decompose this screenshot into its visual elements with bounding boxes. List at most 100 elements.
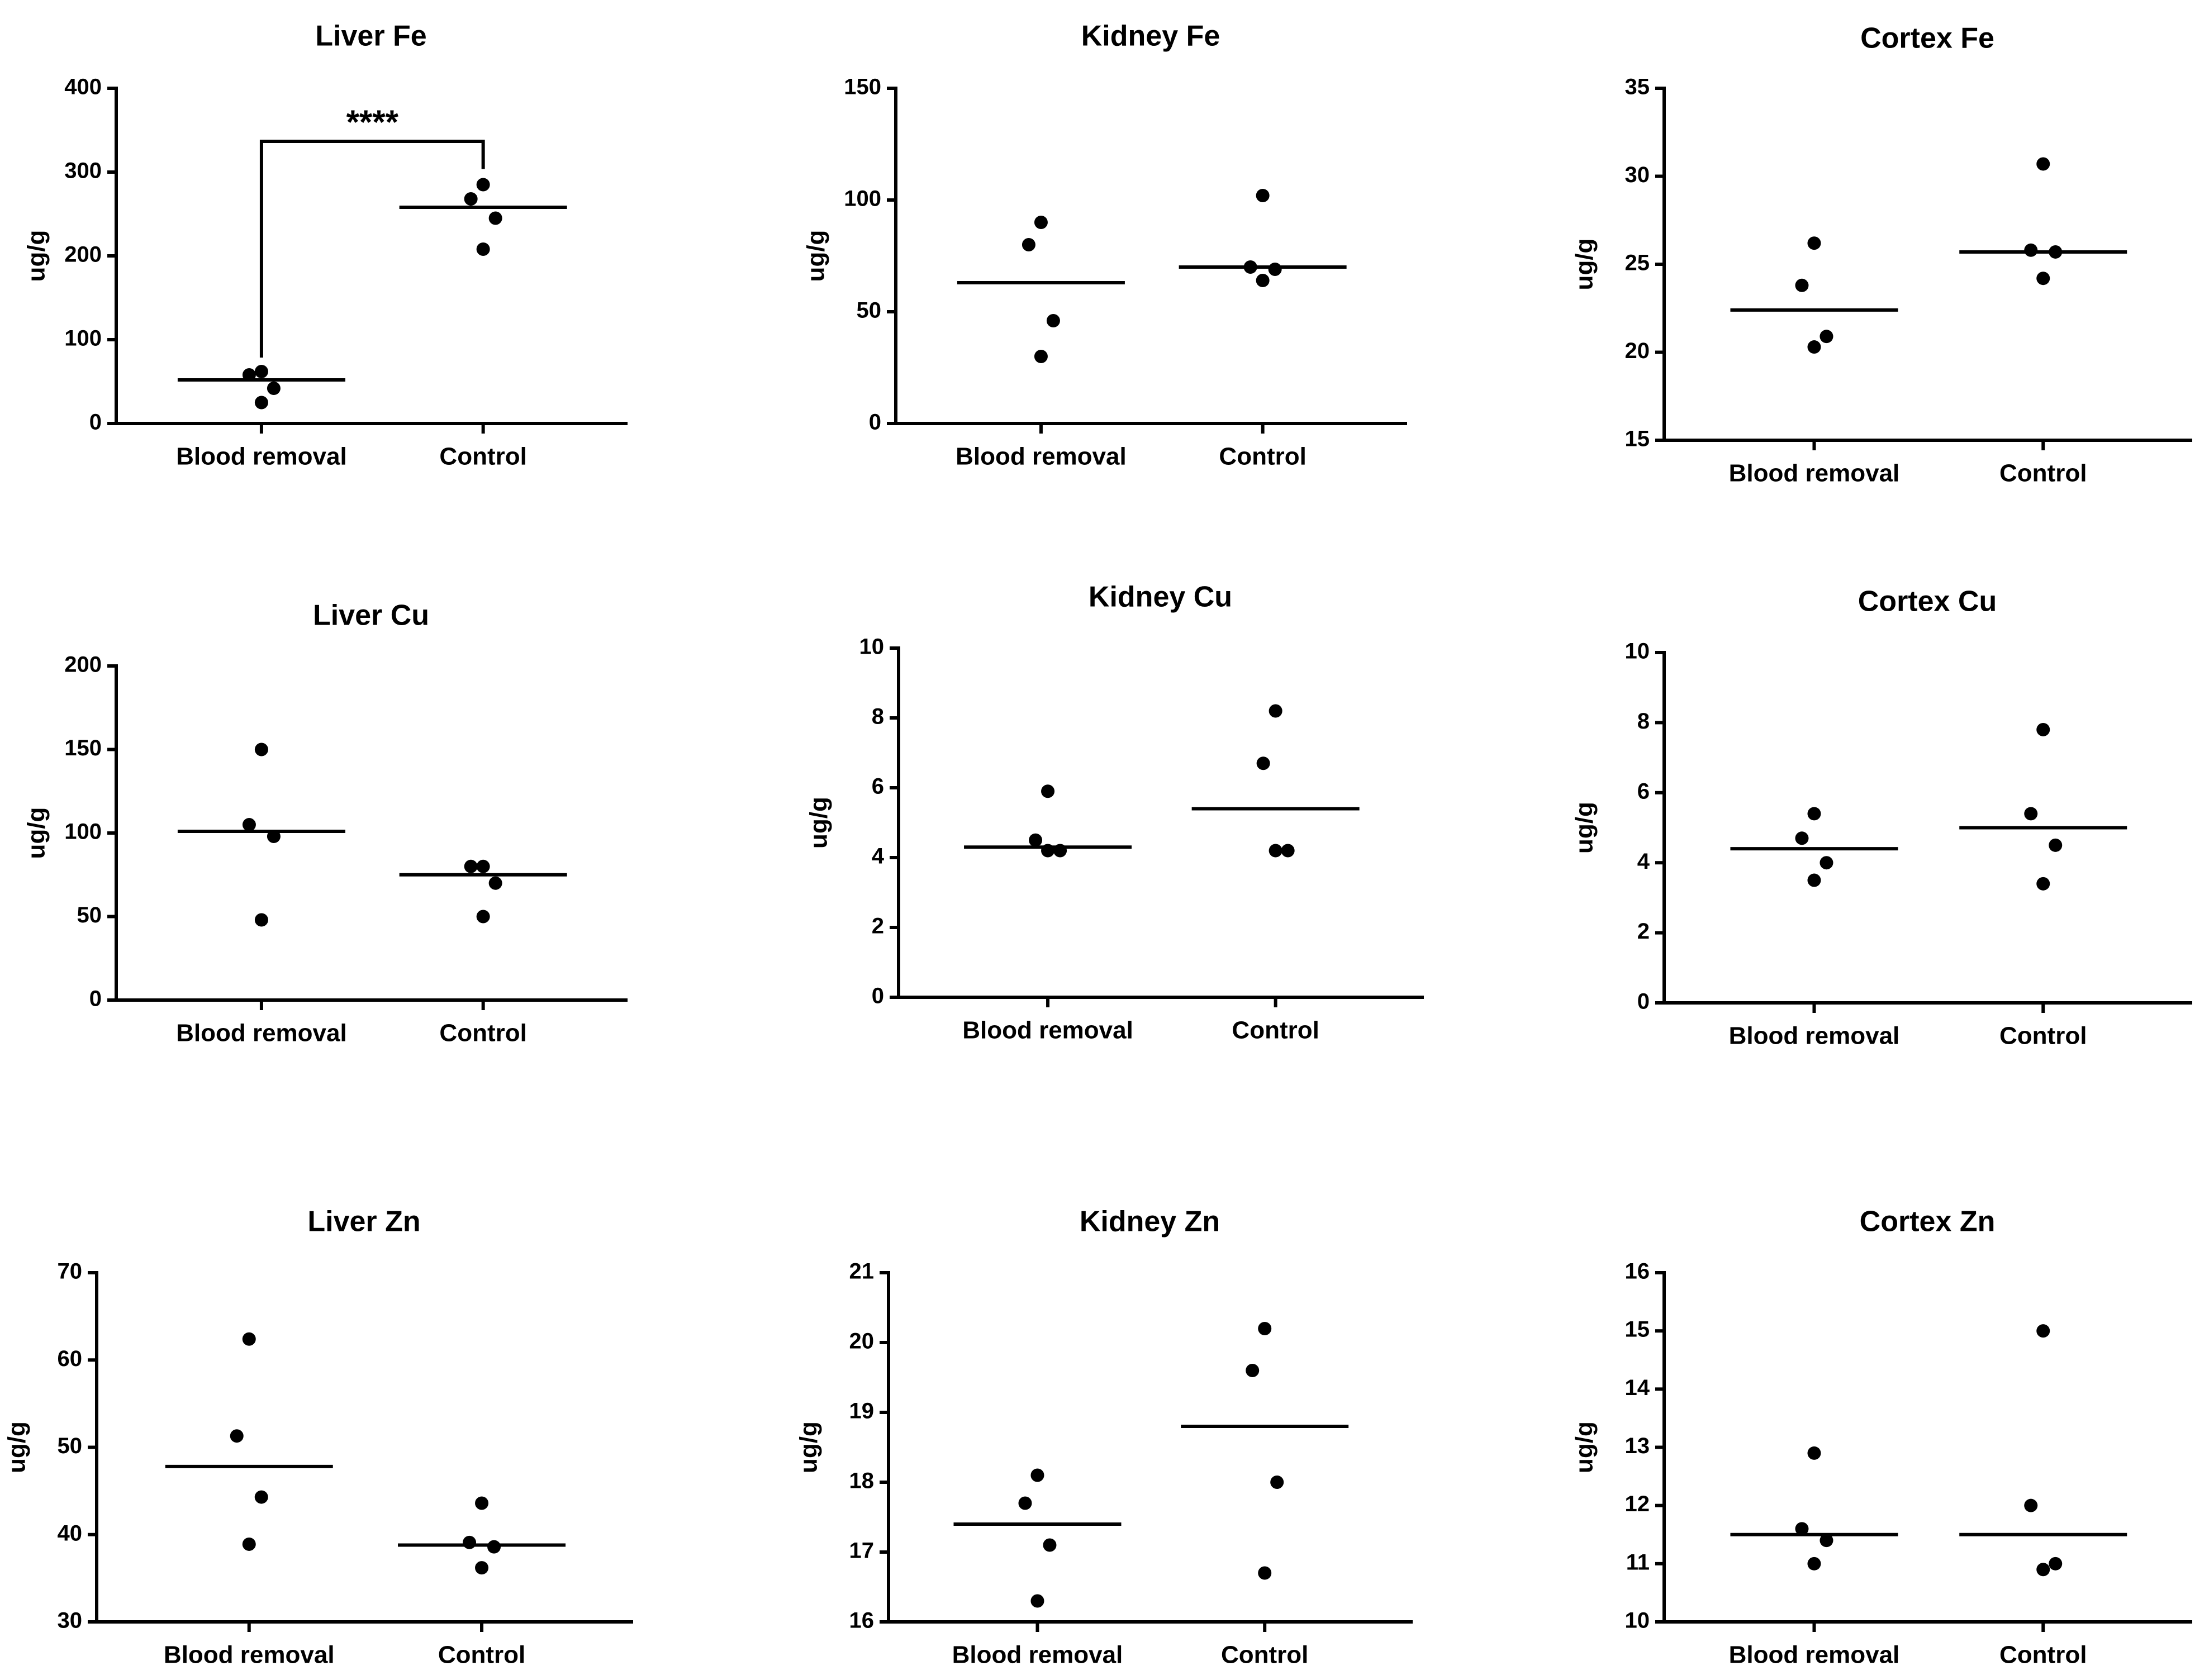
data-point: [464, 192, 478, 206]
y-tick-label: 300: [64, 159, 102, 183]
data-point: [242, 368, 256, 382]
data-point: [1807, 340, 1821, 354]
data-point: [1820, 330, 1833, 344]
x-category-label: Blood removal: [176, 1020, 347, 1047]
y-tick-label: 17: [849, 1539, 875, 1563]
y-tick-label: 60: [58, 1346, 83, 1371]
data-point: [2049, 1557, 2063, 1570]
y-axis-label: ug/g: [3, 1421, 31, 1473]
data-point: [2024, 807, 2038, 821]
x-category-label: Control: [1219, 443, 1306, 470]
y-axis-label: ug/g: [1571, 802, 1598, 854]
y-tick-label: 25: [1625, 251, 1650, 275]
data-point: [1807, 1446, 1821, 1460]
chart-panel: Cortex Zn 10 11 12 13 14 15 16 ug/g Blood removal…: [1571, 1206, 2192, 1669]
y-tick-label: 8: [1637, 709, 1650, 734]
data-point: [487, 1540, 501, 1554]
chart-panel: Liver Fe 0 100 200 300 400 ug/g Blood removal Co…: [23, 20, 628, 470]
y-tick-label: 150: [64, 736, 102, 760]
data-point: [1043, 1538, 1057, 1552]
y-tick-label: 18: [849, 1469, 875, 1493]
data-point: [475, 1561, 489, 1575]
data-point: [464, 859, 478, 873]
significance-label: ****: [346, 103, 399, 141]
data-point: [1030, 1468, 1044, 1482]
y-tick-label: 0: [1637, 989, 1650, 1014]
y-axis-label: ug/g: [802, 230, 830, 282]
y-tick-label: 0: [869, 410, 881, 435]
chart-title: Kidney Cu: [1089, 581, 1232, 613]
y-tick-label: 19: [849, 1399, 875, 1424]
y-tick-label: 8: [872, 705, 884, 729]
significance-bracket: [259, 140, 485, 358]
chart-panel: Kidney Zn 16 17 18 19 20 21 ug/g Blood removal Co…: [795, 1206, 1413, 1669]
data-point: [488, 876, 502, 890]
data-point: [1034, 216, 1048, 229]
data-point: [1256, 189, 1270, 202]
data-point: [254, 1490, 268, 1504]
y-tick-label: 35: [1625, 75, 1650, 99]
chart-title: Cortex Cu: [1858, 586, 1997, 618]
x-category-label: Blood removal: [1729, 1641, 1900, 1669]
x-category-label: Blood removal: [1729, 460, 1900, 487]
data-point: [1022, 238, 1035, 251]
data-point: [254, 396, 268, 410]
data-point: [1053, 844, 1067, 858]
data-point: [2036, 157, 2050, 171]
data-point: [1268, 263, 1282, 276]
data-point: [1270, 1476, 1284, 1489]
data-point: [1795, 278, 1809, 292]
y-tick-label: 2: [872, 914, 884, 939]
y-tick-label: 10: [1625, 639, 1650, 664]
data-point: [2036, 877, 2050, 891]
data-point: [1795, 831, 1809, 845]
data-point: [254, 743, 268, 756]
data-point: [2036, 1324, 2050, 1338]
chart-panel: Liver Cu 0 50 100 150 200 ug/g Blood removal Con…: [23, 599, 628, 1047]
data-point: [1820, 856, 1833, 870]
x-category-label: Blood removal: [952, 1641, 1123, 1669]
y-tick-label: 50: [58, 1434, 83, 1458]
data-point: [1030, 1594, 1044, 1608]
y-tick-label: 200: [64, 242, 102, 267]
data-point: [1795, 1522, 1809, 1536]
y-tick-label: 15: [1625, 427, 1650, 451]
chart-title: Liver Cu: [313, 599, 429, 632]
data-point: [1807, 873, 1821, 887]
y-tick-label: 20: [1625, 339, 1650, 363]
y-tick-label: 50: [857, 298, 882, 323]
y-tick-label: 6: [1637, 779, 1650, 803]
y-tick-label: 15: [1625, 1317, 1650, 1342]
y-tick-label: 100: [64, 326, 102, 351]
y-tick-label: 40: [58, 1521, 83, 1545]
data-point: [1269, 844, 1282, 858]
data-point: [242, 818, 256, 832]
y-tick-label: 16: [849, 1608, 875, 1633]
data-point: [1269, 704, 1282, 718]
y-axis-label: ug/g: [23, 807, 50, 859]
y-axis-label: ug/g: [795, 1421, 823, 1473]
chart-title: Cortex Fe: [1860, 22, 1994, 55]
y-tick-label: 0: [89, 410, 102, 435]
y-tick-label: 13: [1625, 1434, 1650, 1458]
chart-title: Liver Zn: [307, 1206, 420, 1238]
data-point: [1041, 844, 1055, 858]
y-tick-label: 6: [872, 774, 884, 799]
axis-lines: [887, 1271, 1413, 1624]
chart-title: Liver Fe: [315, 20, 426, 53]
x-category-label: Control: [1232, 1017, 1319, 1044]
axis-lines: [894, 87, 1407, 425]
data-point: [1256, 756, 1270, 770]
x-category-label: Control: [1999, 1022, 2087, 1050]
y-tick-label: 4: [1637, 849, 1650, 874]
y-tick-label: 11: [1626, 1550, 1650, 1574]
x-category-label: Control: [1221, 1641, 1308, 1669]
y-tick-label: 200: [64, 653, 102, 677]
data-point: [1258, 1322, 1272, 1335]
data-point: [230, 1429, 244, 1443]
data-point: [1246, 1364, 1260, 1377]
data-point: [1243, 260, 1257, 274]
y-tick-label: 30: [58, 1608, 83, 1633]
y-tick-label: 70: [58, 1259, 83, 1284]
x-category-label: Control: [439, 1020, 526, 1047]
